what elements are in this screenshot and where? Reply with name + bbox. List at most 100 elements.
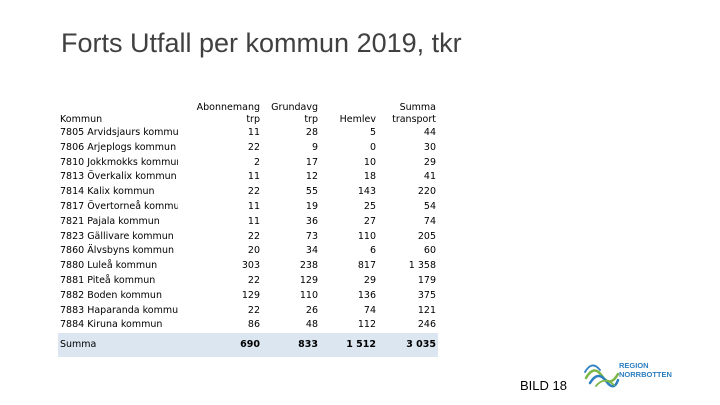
cell-kommun: 7805 Arvidsjaurs kommun: [60, 127, 178, 138]
cell-hemlev: 817: [357, 260, 376, 272]
table-row: 7882 Boden kommun 129 110 136 375: [58, 289, 438, 304]
cell-kommun: 7882 Boden kommun: [60, 289, 162, 301]
header-summa-line1: Summa: [399, 102, 436, 113]
table-row: 7883 Haparanda kommun 22 26 74 121: [58, 304, 438, 319]
header-abonnemang-line2: trp: [246, 114, 260, 125]
header-hemlev-line: Hemlev: [339, 114, 376, 125]
table-row: 7805 Arvidsjaurs kommun 11 28 5 44: [58, 126, 438, 141]
cell-grundavg: 73: [305, 230, 318, 242]
summary-label: Summa: [58, 333, 178, 358]
table-body: 7805 Arvidsjaurs kommun 11 28 5 44 7806 Arjep…: [58, 126, 438, 333]
cell-grundavg: 9: [311, 141, 318, 153]
cell-summa: 41: [423, 171, 436, 183]
cell-hemlev: 27: [363, 215, 376, 227]
header-grundavg-line2: trp: [304, 114, 318, 125]
cell-summa: 220: [417, 186, 436, 198]
cell-kommun: 7883 Haparanda kommun: [60, 304, 178, 316]
slide-title: Forts Utfall per kommun 2019, tkr: [61, 28, 462, 58]
cell-abonnemang: 11: [247, 200, 260, 212]
header-abonnemang: Abonnemang trp: [178, 102, 262, 126]
cell-hemlev: 110: [357, 230, 376, 242]
cell-hemlev: 29: [363, 274, 376, 286]
logo-line-norrbotten: NORRBOTTEN: [619, 369, 672, 379]
cell-summa: 29: [423, 156, 436, 168]
cell-abonnemang: 11: [247, 171, 260, 183]
cell-summa: 60: [423, 245, 436, 257]
cell-grundavg: 28: [305, 127, 318, 138]
cell-kommun: 7881 Piteå kommun: [60, 274, 156, 286]
header-kommun-line: Kommun: [60, 114, 103, 125]
municipality-cost-table: Kommun Abonnemang trp Grundavg trp Hemle…: [58, 102, 438, 358]
table-row: 7823 Gällivare kommun 22 73 110 205: [58, 230, 438, 245]
cell-kommun: 7884 Kiruna kommun: [60, 319, 163, 331]
header-hemlev: Hemlev: [320, 102, 378, 126]
logo-wordmark: REGION NORRBOTTEN: [619, 361, 672, 379]
cell-hemlev: 10: [363, 156, 376, 168]
cell-hemlev: 25: [363, 200, 376, 212]
cell-hemlev: 136: [357, 289, 376, 301]
cell-hemlev: 112: [357, 319, 376, 331]
cell-grundavg: 17: [305, 156, 318, 168]
cell-hemlev: 6: [369, 245, 376, 257]
cell-abonnemang: 22: [247, 186, 260, 198]
cell-summa: 30: [423, 141, 436, 153]
cell-kommun: 7817 Övertorneå kommun: [60, 200, 178, 212]
cell-abonnemang: 11: [247, 127, 260, 138]
cell-kommun: 7813 Överkalix kommun: [60, 171, 177, 183]
cell-summa: 54: [423, 200, 436, 212]
summary-row: Summa 690 833 1 512 3 035: [58, 333, 438, 358]
cell-summa: 74: [423, 215, 436, 227]
region-norrbotten-logo-icon: [584, 364, 620, 388]
table-row: 7810 Jokkmokks kommun 2 17 10 29: [58, 156, 438, 171]
summary-grundavg: 833: [262, 333, 320, 358]
table-row: 7817 Övertorneå kommun 11 19 25 54: [58, 200, 438, 215]
cell-grundavg: 238: [299, 260, 318, 272]
cell-abonnemang: 22: [247, 304, 260, 316]
cell-summa: 205: [417, 230, 436, 242]
header-summa-line2: transport: [392, 114, 436, 125]
cell-summa: 121: [417, 304, 436, 316]
cell-grundavg: 110: [299, 289, 318, 301]
cell-grundavg: 12: [305, 171, 318, 183]
table-row: 7821 Pajala kommun 11 36 27 74: [58, 215, 438, 230]
table-row: 7881 Piteå kommun 22 129 29 179: [58, 274, 438, 289]
header-summa-transport: Summa transport: [378, 102, 438, 126]
cell-summa: 375: [417, 289, 436, 301]
cell-hemlev: 143: [357, 186, 376, 198]
header-abonnemang-line1: Abonnemang: [196, 102, 260, 113]
cell-summa: 1 358: [408, 260, 436, 272]
cell-grundavg: 48: [305, 319, 318, 331]
header-grundavg-line1: Grundavg: [271, 102, 318, 113]
cell-summa: 179: [417, 274, 436, 286]
summary-hemlev: 1 512: [320, 333, 378, 358]
cell-abonnemang: 303: [241, 260, 260, 272]
cell-kommun: 7814 Kalix kommun: [60, 186, 155, 198]
cell-hemlev: 74: [363, 304, 376, 316]
cell-hemlev: 18: [363, 171, 376, 183]
table-row: 7880 Luleå kommun 303 238 817 1 358: [58, 259, 438, 274]
cell-hemlev: 0: [369, 141, 376, 153]
cell-abonnemang: 2: [253, 156, 260, 168]
table-row: 7806 Arjeplogs kommun 22 9 0 30: [58, 141, 438, 156]
cell-abonnemang: 20: [247, 245, 260, 257]
cell-summa: 44: [423, 127, 436, 138]
cell-abonnemang: 86: [247, 319, 260, 331]
header-kommun: Kommun: [58, 102, 178, 126]
cell-summa: 246: [417, 319, 436, 331]
table-row: 7884 Kiruna kommun 86 48 112 246: [58, 318, 438, 333]
cell-kommun: 7860 Älvsbyns kommun: [60, 245, 175, 257]
cell-abonnemang: 22: [247, 274, 260, 286]
cell-grundavg: 34: [305, 245, 318, 257]
cell-abonnemang: 22: [247, 141, 260, 153]
cell-kommun: 7821 Pajala kommun: [60, 215, 160, 227]
table-row: 7860 Älvsbyns kommun 20 34 6 60: [58, 244, 438, 259]
cell-abonnemang: 11: [247, 215, 260, 227]
cell-kommun: 7880 Luleå kommun: [60, 260, 158, 272]
table-row: 7814 Kalix kommun 22 55 143 220: [58, 185, 438, 200]
cell-grundavg: 55: [305, 186, 318, 198]
cell-hemlev: 5: [369, 127, 376, 138]
cell-grundavg: 19: [305, 200, 318, 212]
table-row: 7813 Överkalix kommun 11 12 18 41: [58, 170, 438, 185]
cell-abonnemang: 22: [247, 230, 260, 242]
cell-grundavg: 129: [299, 274, 318, 286]
